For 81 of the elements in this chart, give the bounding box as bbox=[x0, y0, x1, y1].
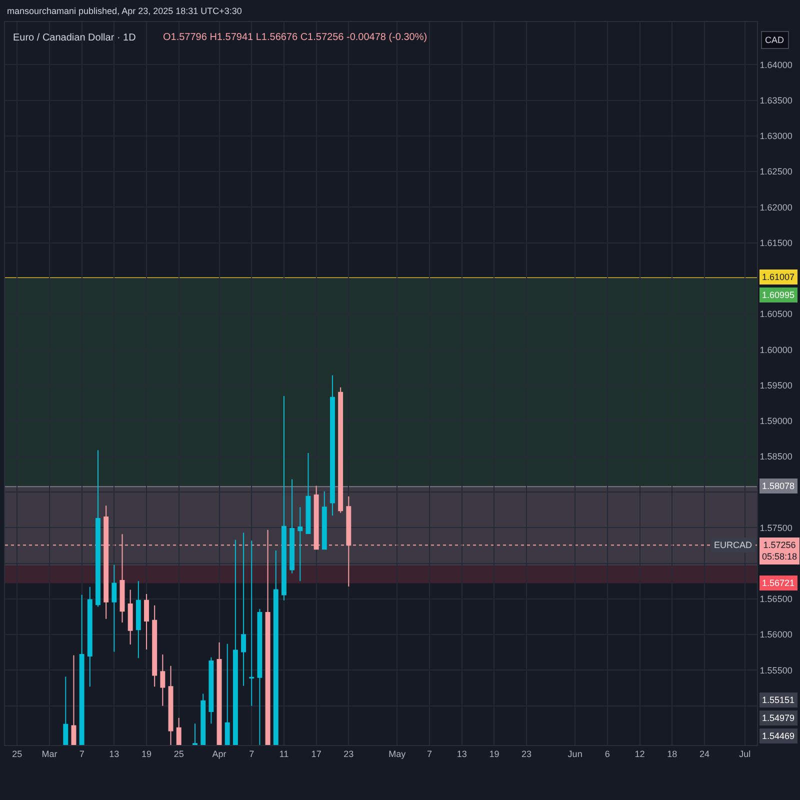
candlestick bbox=[192, 723, 198, 745]
text: Euro / Canadian Dollar · 1D bbox=[13, 32, 136, 44]
band-label: 1.60995 bbox=[762, 290, 795, 300]
x-tick-label: 13 bbox=[109, 748, 120, 759]
x-tick-label: 19 bbox=[489, 748, 500, 759]
candlestick bbox=[200, 693, 206, 745]
candlestick bbox=[298, 506, 303, 582]
candlestick bbox=[338, 386, 344, 514]
x-tick-label: 6 bbox=[604, 748, 610, 759]
candlestick bbox=[281, 395, 286, 601]
candlestick bbox=[128, 589, 133, 646]
candlestick bbox=[232, 539, 238, 745]
y-tick-label: 1.56500 bbox=[760, 594, 792, 604]
candlestick bbox=[112, 564, 117, 652]
ref-line-label: 1.57256 05:58:18 bbox=[762, 540, 798, 562]
text: mansourchamani published, Apr 23, 2025 18:31 UTC+3:30 bbox=[7, 6, 242, 16]
y-tick-label: 1.56000 bbox=[760, 630, 792, 640]
candlestick bbox=[330, 374, 335, 516]
candlestick bbox=[136, 580, 141, 659]
x-tick-label: Apr bbox=[212, 748, 226, 759]
x-tick-label: Jun bbox=[568, 748, 582, 759]
candlestick bbox=[63, 676, 68, 745]
text: O1.57796 H1.57941 L1.56676 C1.57256 -0.00478 (-0.30%) bbox=[163, 32, 428, 43]
ref-line-label: 1.58078 bbox=[762, 481, 795, 491]
candlestick bbox=[346, 496, 352, 587]
annotation: EURCAD bbox=[714, 540, 753, 550]
candlestick bbox=[241, 532, 246, 686]
y-tick-label: 1.57500 bbox=[760, 522, 792, 533]
x-tick-label: 7 bbox=[427, 748, 432, 759]
text: 1.55151 bbox=[762, 695, 795, 705]
x-tick-label: 23 bbox=[522, 748, 532, 759]
y-tick-label: 1.55500 bbox=[760, 665, 792, 676]
text: 1.54979 bbox=[762, 713, 795, 723]
candlestick bbox=[87, 586, 92, 688]
text: 1.54469 bbox=[762, 731, 795, 741]
y-tick-label: 1.64000 bbox=[760, 60, 792, 70]
candlestick bbox=[290, 478, 295, 574]
x-tick-label: 25 bbox=[12, 748, 22, 759]
x-tick-label: 13 bbox=[456, 748, 467, 759]
x-tick-label: 25 bbox=[174, 748, 184, 759]
candlestick bbox=[208, 656, 214, 724]
candlestick bbox=[306, 452, 311, 534]
candlestick bbox=[273, 550, 278, 745]
candlestick bbox=[216, 642, 222, 745]
candlestick bbox=[176, 717, 182, 745]
x-tick-label: May bbox=[388, 748, 406, 759]
candlestick bbox=[144, 593, 149, 650]
candlestick bbox=[322, 490, 327, 550]
candlestick bbox=[152, 604, 158, 688]
y-tick-label: 1.62500 bbox=[760, 166, 792, 177]
candlestick bbox=[79, 594, 84, 745]
y-tick-label: 1.59000 bbox=[760, 416, 792, 426]
y-tick-label: 1.60000 bbox=[760, 344, 792, 355]
x-tick-label: 19 bbox=[142, 748, 152, 759]
y-tick-label: 1.63000 bbox=[760, 131, 792, 142]
candlestick bbox=[249, 540, 254, 706]
candlestick bbox=[257, 608, 262, 745]
x-tick-label: 11 bbox=[279, 748, 289, 759]
y-tick-label: 1.59500 bbox=[760, 380, 792, 390]
candlestick bbox=[71, 654, 76, 745]
x-tick-label: 24 bbox=[699, 748, 710, 759]
candlestick bbox=[96, 450, 100, 608]
y-tick-label: 1.63500 bbox=[760, 96, 792, 106]
y-tick-label: 1.58500 bbox=[760, 452, 792, 462]
candlestick bbox=[160, 654, 166, 706]
y-tick-label: 1.62000 bbox=[760, 202, 792, 212]
ref-line-label: 1.61007 bbox=[762, 272, 795, 282]
x-tick-label: 7 bbox=[79, 748, 84, 759]
x-tick-label: Jul bbox=[739, 748, 751, 759]
x-tick-label: 18 bbox=[667, 748, 678, 759]
text: CAD bbox=[765, 35, 784, 45]
x-tick-label: Mar bbox=[42, 748, 58, 759]
candlestick bbox=[168, 665, 174, 745]
x-tick-label: 7 bbox=[249, 748, 254, 759]
x-tick-label: 12 bbox=[634, 748, 645, 759]
x-tick-label: 17 bbox=[311, 748, 322, 759]
candlestick bbox=[224, 643, 230, 745]
x-tick-label: 23 bbox=[344, 748, 354, 759]
band-label: 1.56721 bbox=[762, 578, 795, 588]
y-tick-label: 1.61500 bbox=[760, 238, 792, 248]
y-tick-label: 1.60500 bbox=[760, 309, 792, 320]
